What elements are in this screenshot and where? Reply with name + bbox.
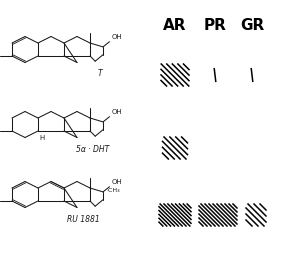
Text: 5α · DHT: 5α · DHT [76,145,109,154]
Text: H: H [39,135,44,141]
Text: ·CH₃: ·CH₃ [106,188,120,193]
Text: T: T [98,69,103,78]
Text: OH: OH [111,109,122,115]
Text: GR: GR [240,18,264,33]
Text: RU 1881: RU 1881 [67,215,100,224]
Text: PR: PR [204,18,226,33]
Text: OH: OH [111,179,122,185]
Text: AR: AR [163,18,187,33]
Text: OH: OH [111,34,122,40]
